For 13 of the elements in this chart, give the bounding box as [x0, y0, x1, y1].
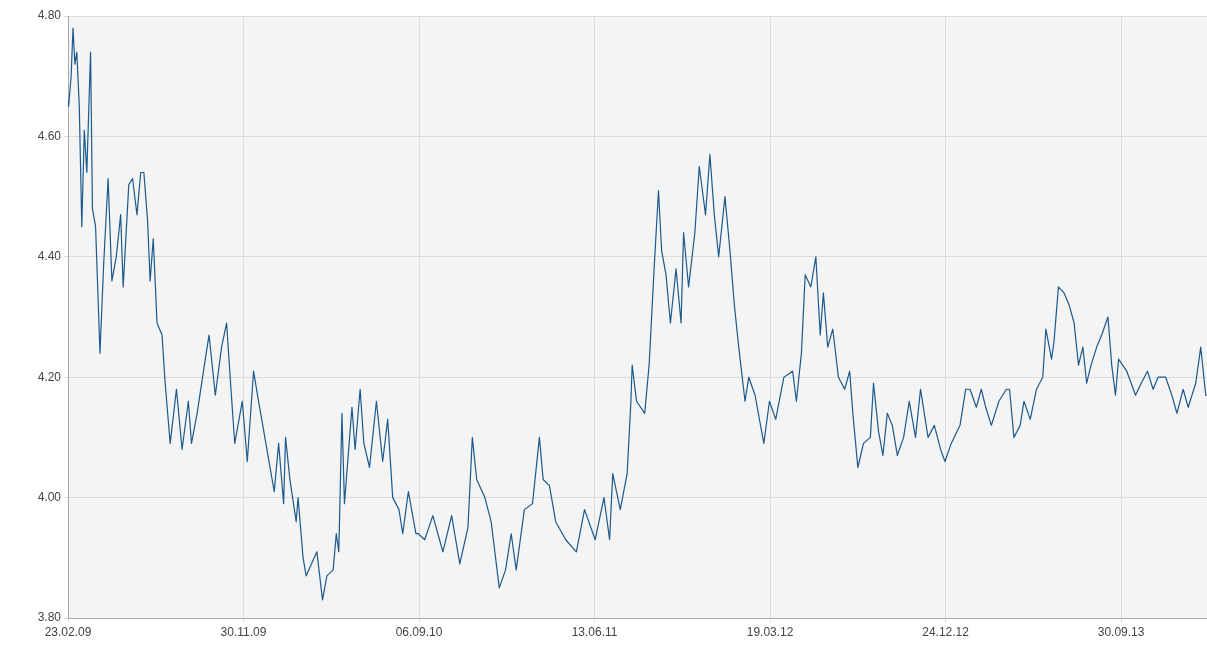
- y-tick-label: 3.80: [37, 610, 62, 625]
- x-tick-label: 06.09.10: [395, 624, 443, 639]
- y-tick-label: 4.20: [37, 369, 62, 384]
- x-tick-label: 23.02.09: [44, 624, 92, 639]
- x-tick-label: 24.12.12: [922, 624, 970, 639]
- x-tick-label: 30.09.13: [1097, 624, 1145, 639]
- x-tick-label: 13.06.11: [571, 624, 618, 639]
- x-tick-label: 19.03.12: [746, 624, 794, 639]
- y-tick-label: 4.60: [37, 128, 62, 143]
- x-tick-label: 30.11.09: [220, 624, 267, 639]
- y-tick-label: 4.00: [37, 489, 62, 504]
- y-tick-label: 4.40: [37, 249, 62, 264]
- y-tick-label: 4.80: [37, 8, 62, 23]
